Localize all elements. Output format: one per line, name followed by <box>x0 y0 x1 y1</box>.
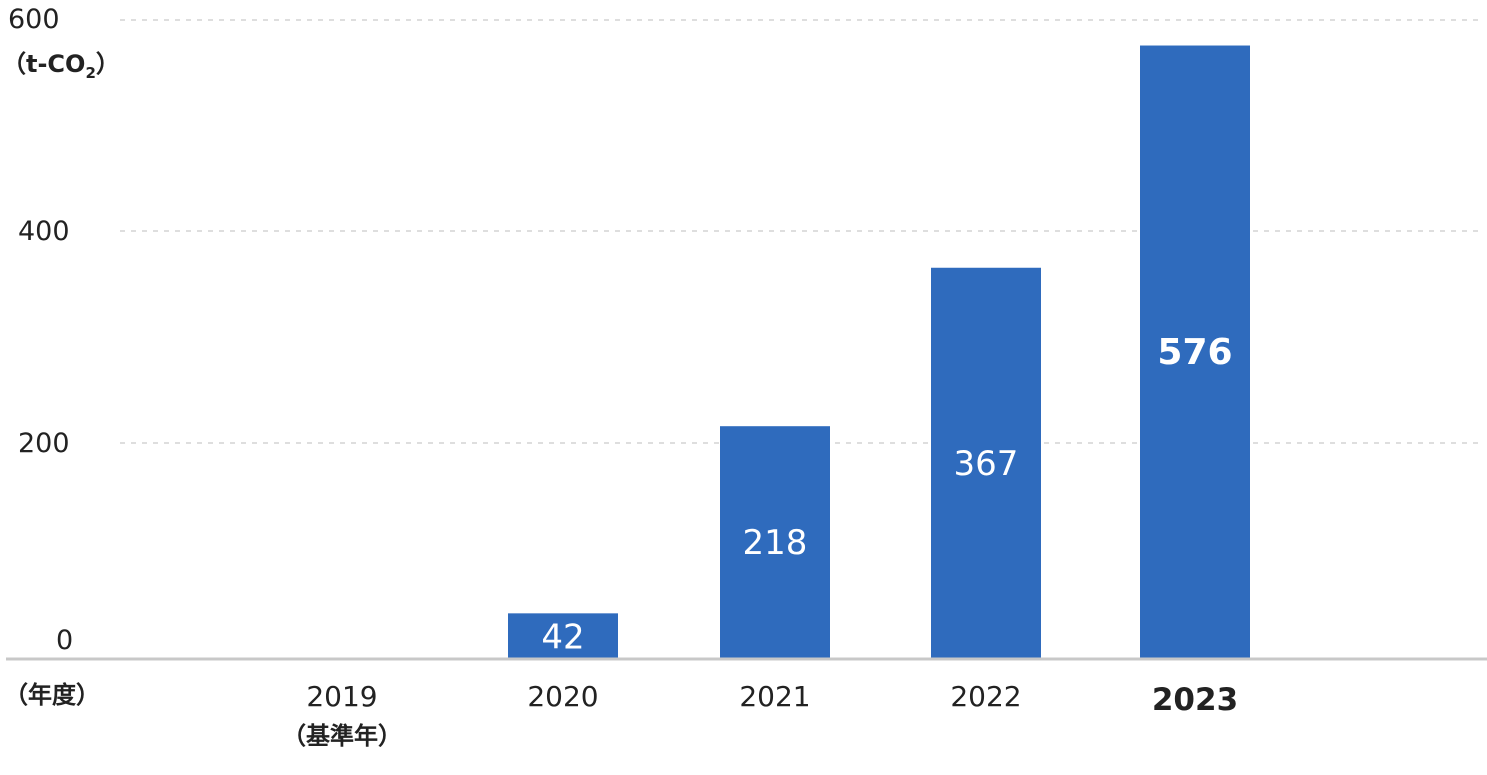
x-tick-sublabel-2019: （基準年） <box>282 722 402 750</box>
y-unit-main: （t-CO <box>2 50 85 78</box>
bar-2021 <box>720 426 830 658</box>
x-tick-label-2020: 2020 <box>527 680 598 713</box>
x-axis-labels: 2019 （基準年） 2020 2021 2022 2023 <box>282 680 1238 750</box>
y-tick-label-400: 400 <box>18 216 70 247</box>
x-unit-label: （年度） <box>4 681 100 709</box>
bar-2023 <box>1140 45 1250 658</box>
y-unit-close: ） <box>96 50 120 78</box>
y-unit-subscript: 2 <box>85 64 95 82</box>
y-tick-label-0: 0 <box>56 625 73 656</box>
x-tick-label-2022: 2022 <box>950 680 1021 713</box>
bar-value-label-2020: 42 <box>541 618 584 658</box>
bar-value-label-2021: 218 <box>743 523 808 563</box>
bar-value-label-2023: 576 <box>1157 332 1232 373</box>
y-tick-label-200: 200 <box>18 428 70 459</box>
gridlines <box>120 19 1480 444</box>
bars: 42 218 367 576 <box>508 45 1250 658</box>
bar-2022 <box>931 267 1041 658</box>
x-tick-label-2021: 2021 <box>739 680 810 713</box>
y-unit-label: （t-CO2） <box>2 50 120 82</box>
bar-2020 <box>508 613 618 658</box>
x-tick-label-2023: 2023 <box>1152 682 1238 718</box>
bar-value-label-2022: 367 <box>954 444 1019 484</box>
x-tick-label-2019: 2019 <box>306 680 377 713</box>
y-tick-label-600: 600 <box>8 4 60 35</box>
